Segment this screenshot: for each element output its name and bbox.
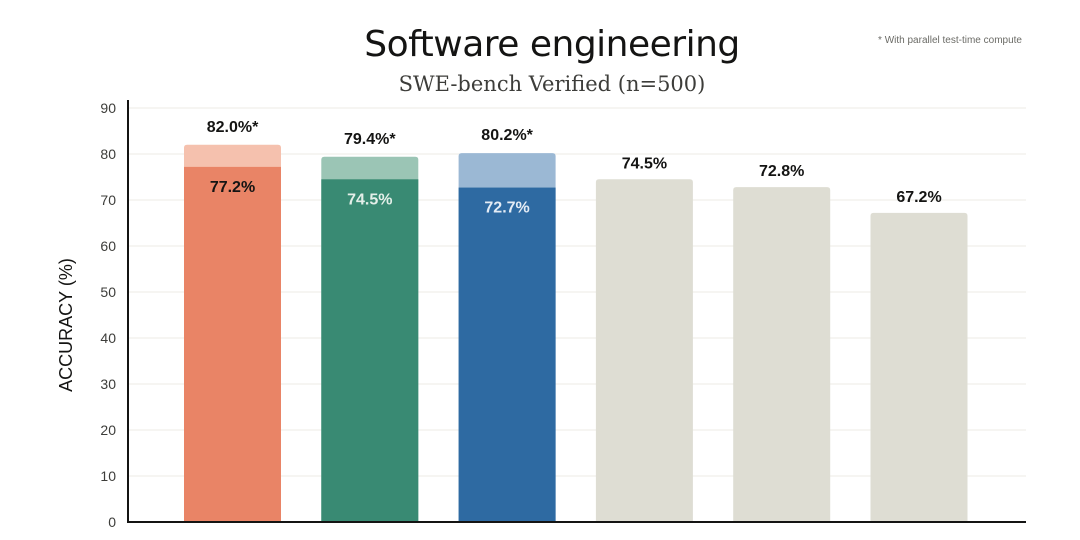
bar: [184, 166, 281, 522]
y-tick-label: 10: [100, 468, 116, 484]
y-tick-label: 40: [100, 330, 116, 346]
y-tick-label: 50: [100, 284, 116, 300]
data-label: 74.5%: [622, 155, 667, 172]
y-tick-label: 80: [100, 146, 116, 162]
data-label-parallel: 82.0%*: [207, 119, 259, 136]
data-label: 72.7%: [484, 200, 529, 217]
bar: [321, 179, 419, 523]
bar: [870, 212, 968, 522]
bar: [733, 187, 831, 522]
bar: [595, 179, 693, 523]
data-label-parallel: 79.4%*: [344, 131, 396, 148]
data-label: 74.5%: [347, 191, 392, 208]
y-tick-label: 70: [100, 192, 116, 208]
y-tick-label: 60: [100, 238, 116, 254]
data-label-parallel: 80.2%*: [481, 127, 533, 144]
chart-title: Software engineering: [364, 24, 740, 65]
data-label: 67.2%: [896, 189, 941, 206]
data-label: 77.2%: [210, 179, 255, 196]
chart-subtitle: SWE-bench Verified (n=500): [398, 72, 706, 96]
y-axis-label: ACCURACY (%): [56, 258, 76, 392]
y-tick-label: 0: [108, 514, 116, 530]
y-tick-label: 20: [100, 422, 116, 438]
y-tick-label: 90: [100, 100, 116, 116]
data-label: 72.8%: [759, 163, 804, 180]
bar: [458, 187, 556, 522]
chart-footnote: * With parallel test-time compute: [878, 35, 1022, 46]
y-tick-label: 30: [100, 376, 116, 392]
